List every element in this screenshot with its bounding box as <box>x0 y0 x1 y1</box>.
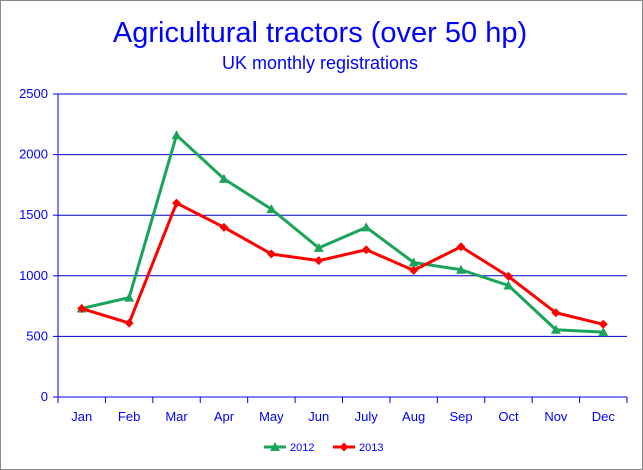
series-group <box>76 130 609 337</box>
data-point <box>219 222 229 232</box>
x-tick-label: Jan <box>71 409 92 424</box>
data-point <box>77 304 87 314</box>
data-point <box>598 319 608 329</box>
legend-marker <box>339 442 349 452</box>
x-tick-label: Apr <box>214 409 235 424</box>
chart-subtitle: UK monthly registrations <box>222 53 418 73</box>
y-tick-label: 0 <box>41 389 48 404</box>
legend: 2012 2013 <box>264 442 383 454</box>
series-line <box>81 201 604 326</box>
data-point <box>266 249 276 259</box>
data-point <box>124 318 134 328</box>
data-point <box>551 308 561 318</box>
legend-marker <box>270 442 280 451</box>
data-point <box>598 327 609 337</box>
x-tick-labels: Jan Feb Mar Apr May Jun July Aug Sep Oct Nov Dec <box>71 409 615 424</box>
chart-title: Agricultural tractors (over 50 hp) <box>113 17 527 49</box>
data-point <box>503 280 514 290</box>
legend-label: 2013 <box>359 442 383 454</box>
data-point <box>172 198 182 208</box>
x-tick-label: Aug <box>402 409 425 424</box>
data-point <box>503 271 513 281</box>
series-2013 <box>77 198 608 329</box>
data-point <box>456 264 467 274</box>
y-tick-label: 1500 <box>19 207 48 222</box>
data-point <box>361 245 371 255</box>
x-tick-label: Jun <box>308 409 329 424</box>
data-point <box>361 222 372 232</box>
y-tick-labels: 0 500 1000 1500 2000 2500 <box>19 86 48 404</box>
legend-label: 2012 <box>290 442 314 454</box>
x-tick-label: May <box>259 409 284 424</box>
data-point <box>314 256 324 266</box>
x-tick-label: Nov <box>544 409 568 424</box>
x-tick-label: Feb <box>118 409 140 424</box>
data-point <box>409 265 419 275</box>
x-tick-label: July <box>355 409 379 424</box>
y-tick-label: 1000 <box>19 268 48 283</box>
series-line <box>81 133 604 334</box>
data-point <box>456 242 466 252</box>
data-point <box>171 130 182 140</box>
y-tick-label: 500 <box>26 328 48 343</box>
legend-item-2012: 2012 <box>264 442 314 454</box>
x-tick-label: Dec <box>592 409 616 424</box>
y-tick-label: 2000 <box>19 147 48 162</box>
series-2012 <box>76 130 609 337</box>
x-tick-label: Oct <box>498 409 519 424</box>
axes <box>53 93 628 403</box>
legend-item-2013: 2013 <box>333 442 383 454</box>
y-tick-label: 2500 <box>19 86 48 101</box>
x-tick-label: Mar <box>165 409 188 424</box>
data-point <box>266 204 277 214</box>
data-point <box>408 257 419 267</box>
data-point <box>218 173 229 183</box>
data-point <box>550 324 561 334</box>
x-tick-label: Sep <box>449 409 472 424</box>
data-point <box>313 242 324 252</box>
data-point <box>124 292 135 302</box>
